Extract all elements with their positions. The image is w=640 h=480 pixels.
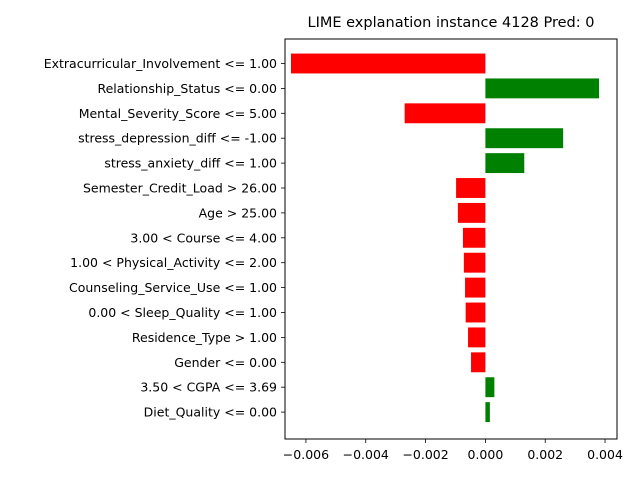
- x-ticks: −0.006 −0.004 −0.002 0.000 0.002 0.004: [283, 439, 623, 462]
- y-tick-label: Extracurricular_Involvement <= 1.00: [44, 56, 277, 71]
- y-tick-label: Diet_Quality <= 0.00: [144, 405, 277, 420]
- x-tick-label: −0.002: [402, 447, 448, 462]
- bar: [485, 153, 525, 174]
- bar: [485, 128, 564, 149]
- y-tick-label: Residence_Type > 1.00: [132, 330, 277, 345]
- x-tick-label: 0.002: [527, 447, 563, 462]
- x-tick-label: −0.004: [343, 447, 389, 462]
- y-tick-label: 3.50 < CGPA <= 3.69: [140, 380, 277, 395]
- bar: [485, 78, 600, 99]
- x-tick-label: 0.000: [467, 447, 503, 462]
- y-tick-label: Counseling_Service_Use <= 1.00: [69, 280, 277, 295]
- y-tick-label: Mental_Severity_Score <= 5.00: [79, 106, 277, 121]
- bar: [465, 277, 486, 298]
- bar: [471, 352, 486, 373]
- y-tick-label: 0.00 < Sleep_Quality <= 1.00: [88, 305, 277, 320]
- bar: [462, 227, 486, 248]
- x-tick-label: −0.006: [283, 447, 329, 462]
- y-tick-label: Relationship_Status <= 0.00: [97, 81, 277, 96]
- plot-frame: [284, 38, 618, 440]
- y-tick-label: stress_anxiety_diff <= 1.00: [104, 156, 277, 171]
- chart-title: LIME explanation instance 4128 Pred: 0: [308, 15, 595, 31]
- bar: [463, 252, 486, 273]
- y-tick-label: stress_depression_diff <= -1.00: [78, 131, 277, 146]
- y-tick-label: Age > 25.00: [199, 205, 277, 220]
- bar: [468, 327, 486, 348]
- bar: [485, 402, 490, 423]
- x-tick-label: 0.004: [587, 447, 623, 462]
- y-tick-labels: Extracurricular_Involvement <= 1.00 Relat…: [44, 56, 285, 420]
- y-tick-label: Semester_Credit_Load > 26.00: [83, 181, 277, 196]
- bar: [485, 377, 495, 398]
- bar-group: [290, 53, 600, 423]
- bar: [290, 53, 486, 74]
- bar: [457, 202, 486, 223]
- bar: [404, 103, 486, 124]
- y-tick-label: 3.00 < Course <= 4.00: [130, 230, 277, 245]
- bar: [456, 178, 486, 198]
- y-tick-label: 1.00 < Physical_Activity <= 2.00: [70, 255, 277, 270]
- bar: [465, 302, 486, 323]
- y-tick-label: Gender <= 0.00: [174, 355, 277, 370]
